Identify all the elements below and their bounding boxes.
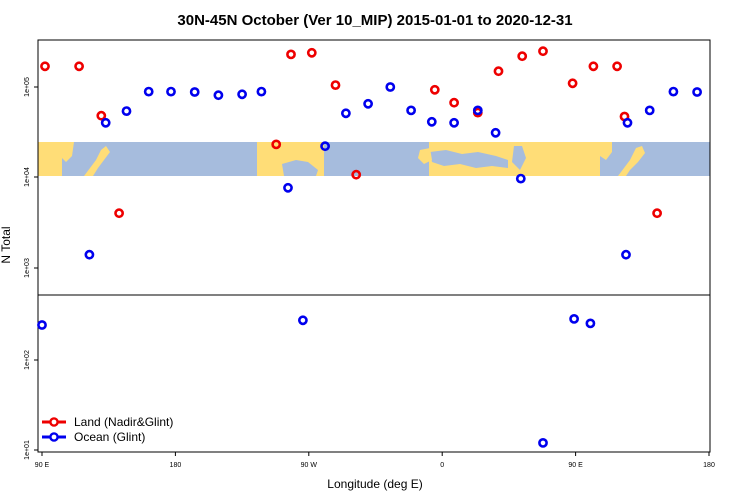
point-ocean [320,141,330,152]
map-korea [62,142,74,162]
point-land [114,208,124,219]
point-ocean [449,117,459,128]
point-ocean [256,86,267,97]
point-ocean [297,315,308,326]
map-ocean-atlantic [324,142,429,176]
legend-swatch-land-marker [49,417,59,427]
chart-title: 30N-45N October (Ver 10_MIP) 2015-01-01 … [177,12,572,29]
map-ocean-pacific-2 [600,142,710,176]
x-tick-label: 180 [170,462,182,469]
x-tick-label: 90 E [35,462,50,469]
point-ocean [237,89,247,100]
point-land [517,51,528,62]
legend-item-land: Land (Nadir&Glint) [42,415,173,429]
point-ocean [622,117,633,128]
point-ocean [515,173,526,184]
point-land [96,110,107,121]
point-ocean [121,106,132,116]
point-ocean [585,318,596,329]
x-tick-label: 0 [440,462,444,469]
point-ocean [283,182,293,193]
point-land [567,78,578,89]
map-caspian-black-sea [512,146,526,170]
x-tick-label: 90 E [568,462,583,469]
data-points [37,46,702,448]
point-ocean [569,313,579,324]
y-tick-label: 1e+03 [24,258,31,278]
point-ocean [426,116,437,127]
point-ocean [472,105,483,116]
point-ocean [490,127,501,138]
point-ocean [644,105,655,116]
point-ocean [406,105,416,116]
map-mediterranean [430,150,508,168]
map-korea-2 [600,142,612,160]
point-ocean [385,82,396,92]
y-tick-label: 1e+02 [24,350,31,370]
point-land [588,61,599,72]
point-ocean [213,90,224,101]
y-tick-label: 1e+01 [24,440,31,460]
point-ocean [143,86,154,97]
point-land [493,66,504,77]
map-gulf-of-mexico [282,160,318,176]
point-ocean [189,87,200,97]
x-axis-label: Longitude (deg E) [327,477,422,491]
map-japan-2 [618,146,645,176]
legend: Land (Nadir&Glint) Ocean (Glint) [42,415,173,444]
point-ocean [621,249,631,260]
point-ocean [363,98,373,109]
point-land [271,139,282,150]
map-japan [84,146,110,176]
point-ocean [84,249,95,260]
point-land [74,61,84,72]
point-land [652,208,662,219]
point-ocean [692,87,702,97]
x-axis: 90 E 180 90 W 0 90 E 180 [35,452,715,469]
point-ocean [340,108,351,119]
legend-item-ocean: Ocean (Glint) [42,430,145,444]
world-map-band [38,142,710,176]
point-land [40,61,50,72]
point-land [330,80,341,90]
point-ocean [37,320,47,330]
point-land [612,61,622,72]
y-axis-label: N Total [0,226,13,263]
y-axis: 1e+01 1e+02 1e+03 1e+04 1e+05 [24,77,38,460]
point-ocean [100,117,111,128]
legend-label-ocean: Ocean (Glint) [74,430,145,444]
y-tick-label: 1e+04 [24,167,31,187]
point-ocean [166,86,176,97]
point-land [306,47,317,58]
point-land [286,49,296,60]
plot-frame [37,39,711,453]
legend-label-land: Land (Nadir&Glint) [74,415,173,429]
plot-border [37,39,711,453]
legend-swatch-ocean-marker [49,432,59,442]
point-ocean [538,437,548,448]
point-land [429,84,440,95]
y-tick-label: 1e+05 [24,77,31,97]
point-ocean [668,86,679,97]
x-tick-label: 180 [703,462,715,469]
point-land [538,46,548,57]
x-tick-label: 90 W [301,462,318,469]
point-land [449,97,459,108]
point-land [351,169,362,180]
map-iberia [418,148,432,164]
